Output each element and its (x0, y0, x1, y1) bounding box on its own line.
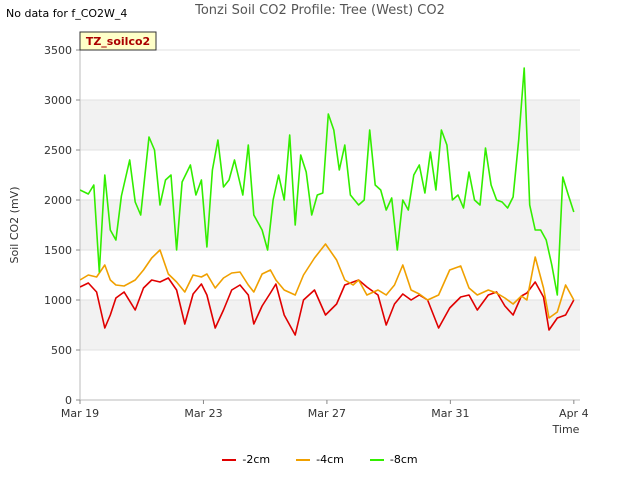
badge-label: TZ_soilco2 (86, 35, 150, 48)
plot-band (80, 300, 580, 350)
x-tick-label: Mar 27 (308, 407, 346, 420)
y-tick-label: 1500 (44, 244, 72, 257)
x-tick-label: Mar 23 (184, 407, 222, 420)
badge-box (79, 31, 157, 51)
x-tick-label: Mar 31 (431, 407, 469, 420)
chart-title: Tonzi Soil CO2 Profile: Tree (West) CO2 (195, 3, 445, 18)
legend: -2cm -4cm -8cm (0, 453, 640, 466)
plot-band (80, 100, 580, 150)
legend-swatch-2cm (222, 458, 237, 461)
plot-band (80, 200, 580, 250)
legend-item-8cm: -8cm (369, 453, 418, 466)
x-tick-label: Apr 4 (559, 407, 589, 420)
legend-item-2cm: -2cm (222, 453, 270, 466)
legend-label-2cm: -2cm (242, 453, 271, 466)
y-tick-label: 500 (51, 344, 72, 357)
y-tick-label: 1000 (44, 294, 72, 307)
legend-label-8cm: -8cm (389, 453, 418, 466)
legend-item-4cm: -4cm (296, 453, 344, 466)
y-axis-title: Soil CO2 (mV) (8, 187, 21, 264)
x-tick-label: Mar 19 (61, 407, 99, 420)
y-tick-label: 0 (65, 394, 72, 407)
series-line-minus-8cm (80, 67, 575, 296)
legend-swatch-4cm (296, 458, 311, 461)
series-line-minus-4cm (80, 243, 575, 319)
legend-swatch-8cm (369, 458, 384, 461)
legend-label-4cm: -4cm (316, 453, 344, 466)
no-data-message: No data for f_CO2W_4 (6, 7, 128, 20)
y-tick-label: 2000 (44, 194, 72, 207)
y-tick-label: 3500 (44, 44, 72, 57)
x-axis-title: Time (552, 423, 580, 436)
y-tick-label: 3000 (44, 94, 72, 107)
y-tick-label: 2500 (44, 144, 72, 157)
